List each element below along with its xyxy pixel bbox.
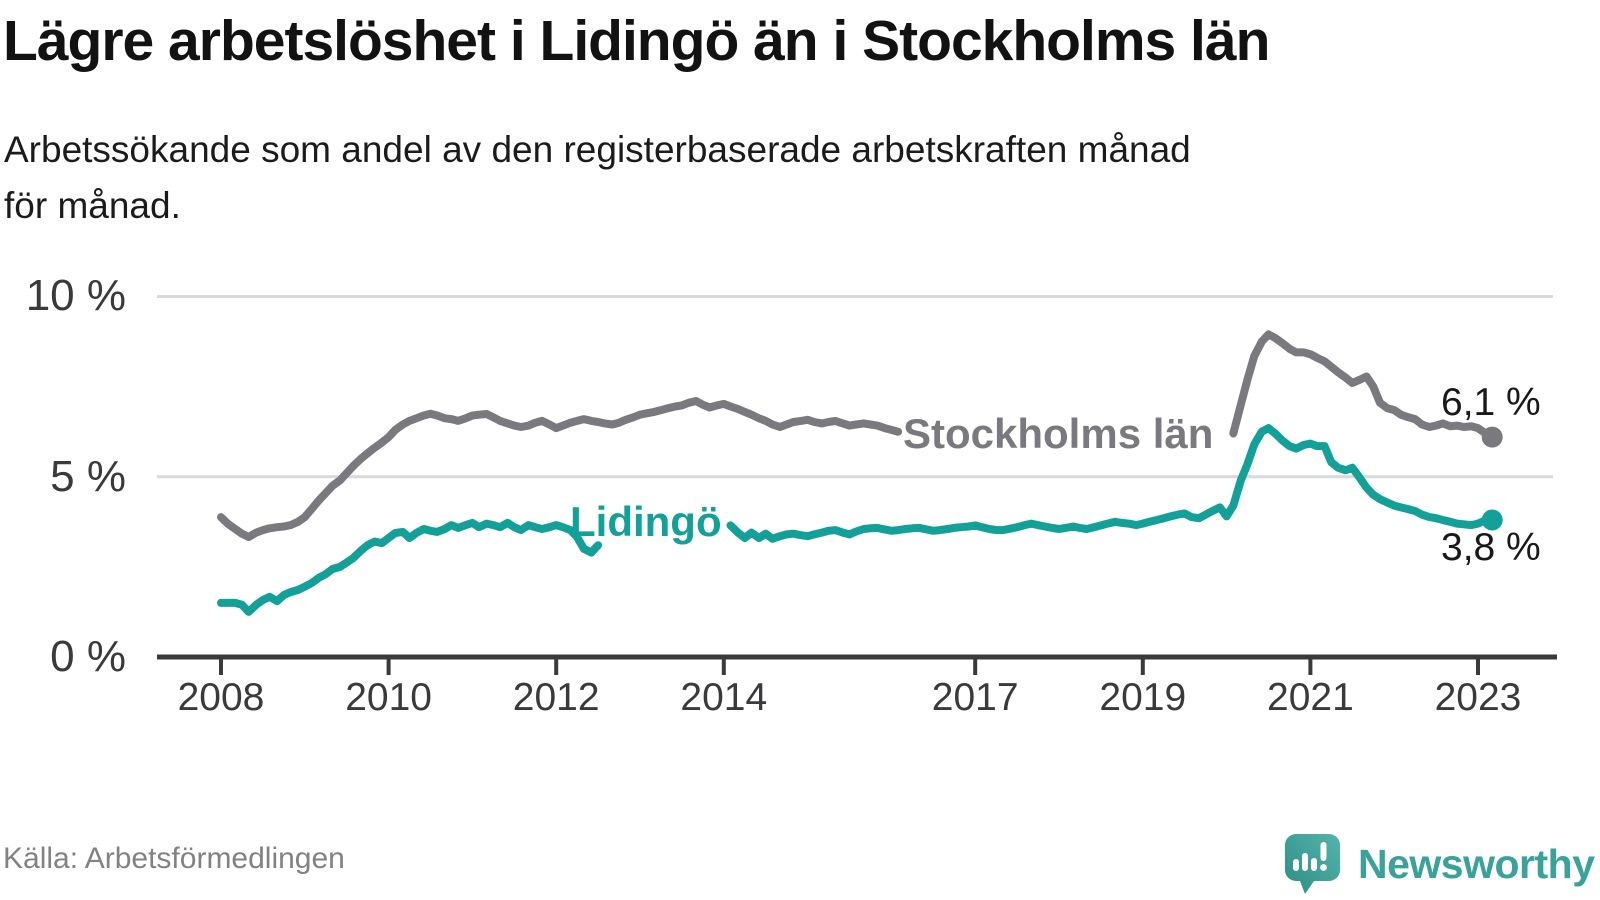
- series-label-lidingo: Lidingö: [570, 498, 722, 545]
- x-axis-label-2010: 2010: [345, 676, 432, 719]
- newsworthy-wordmark: Newsworthy: [1358, 841, 1595, 887]
- series-end-dot-stockholms-lan: [1481, 426, 1503, 448]
- y-axis-label-10: 10 %: [25, 271, 126, 320]
- x-axis-label-2023: 2023: [1434, 676, 1522, 719]
- chart-subtitle: Arbetssökande som andel av den registerb…: [4, 122, 1191, 234]
- series-line-stockholms-lan-segment-2: [1229, 330, 1497, 442]
- x-axis-label-2012: 2012: [512, 676, 600, 719]
- end-value-label-lidingo: 3,8 %: [1441, 526, 1541, 569]
- x-axis-label-2019: 2019: [1099, 676, 1187, 719]
- x-axis-label-2008: 2008: [177, 676, 265, 719]
- y-axis-label-5: 5 %: [50, 452, 126, 501]
- series-line-lidingo-segment-1: [217, 518, 603, 616]
- x-axis-label-2017: 2017: [931, 676, 1019, 719]
- end-value-label-stockholms-lan: 6,1 %: [1441, 381, 1541, 424]
- source-note: Källa: Arbetsförmedlingen: [3, 842, 345, 875]
- y-axis-label-0: 0 %: [50, 632, 126, 681]
- series-label-stockholms-lan: Stockholms län: [903, 410, 1214, 457]
- subtitle-line-2: för månad.: [4, 185, 181, 226]
- speech-bubble-bar-chart-icon: [1285, 834, 1340, 894]
- chart-title: Lägre arbetslöshet i Lidingö än i Stockh…: [3, 9, 1270, 73]
- series-line-lidingo-segment-2: [726, 424, 1497, 543]
- newsworthy-logo: Newsworthy: [1285, 834, 1595, 895]
- series-end-dot-lidingo: [1481, 509, 1503, 531]
- x-axis-label-2021: 2021: [1267, 676, 1354, 719]
- x-axis-label-2014: 2014: [680, 676, 768, 719]
- subtitle-line-1: Arbetssökande som andel av den registerb…: [4, 129, 1191, 170]
- series-line-stockholms-lan-segment-1: [217, 397, 903, 541]
